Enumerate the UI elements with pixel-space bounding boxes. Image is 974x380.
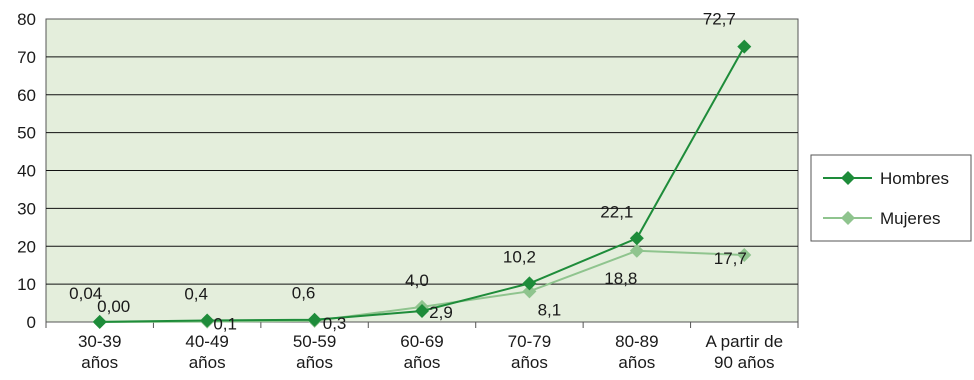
x-tick-label: 80-89 (615, 332, 658, 351)
series-layer (92, 39, 752, 329)
data-label-hombres: 0,6 (292, 284, 316, 303)
x-axis: 30-39 años 40-49 años 50-59 años 60-69 años 70-7… (45, 322, 799, 372)
x-tick-label: 50-59 (293, 332, 336, 351)
legend-label-hombres: Hombres (880, 169, 949, 188)
legend-label-mujeres: Mujeres (880, 209, 940, 228)
data-label-mujeres: 0,1 (213, 315, 237, 334)
y-axis: 0 10 20 30 40 50 60 70 80 (17, 10, 36, 332)
data-point-hombres (307, 312, 322, 327)
y-tick-label: 20 (17, 237, 36, 256)
y-tick-label: 40 (17, 162, 36, 181)
data-point-hombres (629, 231, 644, 246)
x-tick-label: años (511, 353, 548, 372)
data-label-mujeres: 18,8 (604, 269, 637, 288)
data-label-mujeres: 0,00 (97, 297, 130, 316)
x-tick-label: años (189, 353, 226, 372)
legend-marker (841, 171, 855, 185)
data-label-mujeres: 17,7 (714, 249, 747, 268)
x-tick-label: años (618, 353, 655, 372)
data-label-mujeres: 0,3 (323, 314, 347, 333)
data-label-mujeres: 4,0 (405, 271, 429, 290)
data-point-mujeres (629, 243, 644, 258)
data-labels: 0,04 0,4 0,6 2,9 10,2 22,1 72,7 0,00 0,1 0,3 4,0 8,… (69, 10, 747, 334)
x-tick-label: 60-69 (400, 332, 443, 351)
gridlines (46, 56, 798, 285)
data-point-hombres (200, 313, 215, 328)
x-tick-label: años (81, 353, 118, 372)
legend: Hombres Mujeres (810, 154, 972, 242)
x-tick-label: 90 años (714, 353, 775, 372)
y-tick-label: 60 (17, 86, 36, 105)
x-tick-label: A partir de (706, 332, 784, 351)
y-tick-label: 80 (17, 10, 36, 29)
x-tick-label: años (296, 353, 333, 372)
data-point-hombres (522, 276, 537, 291)
data-point-hombres (737, 39, 752, 54)
data-label-hombres: 10,2 (503, 247, 536, 266)
data-point-mujeres (522, 284, 537, 299)
data-label-hombres: 22,1 (600, 202, 633, 221)
y-tick-label: 10 (17, 275, 36, 294)
x-tick-label: 40-49 (185, 332, 228, 351)
y-tick-label: 0 (27, 313, 36, 332)
y-tick-label: 50 (17, 124, 36, 143)
y-tick-label: 70 (17, 48, 36, 67)
legend-box (810, 154, 972, 242)
data-point-mujeres (737, 247, 752, 262)
data-label-hombres: 2,9 (429, 303, 453, 322)
x-tick-label: 30-39 (78, 332, 121, 351)
data-label-mujeres: 8,1 (538, 300, 562, 319)
x-tick-label: 70-79 (508, 332, 551, 351)
y-tick-label: 30 (17, 199, 36, 218)
data-point-hombres (92, 314, 107, 329)
data-point-hombres (415, 304, 429, 319)
legend-marker (841, 211, 855, 225)
x-tick-label: años (404, 353, 441, 372)
data-label-hombres: 0,4 (184, 284, 208, 303)
data-label-hombres: 0,04 (69, 284, 102, 303)
data-label-hombres: 72,7 (703, 10, 736, 29)
